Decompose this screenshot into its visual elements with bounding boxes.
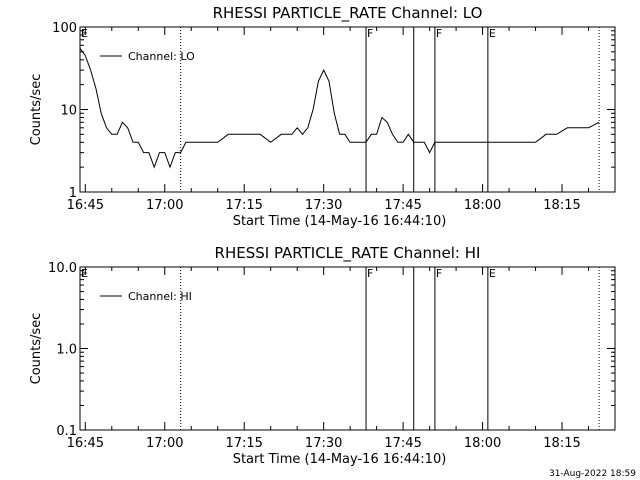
chart-title: RHESSI PARTICLE_RATE Channel: LO <box>213 4 483 23</box>
flag-marker-label: E <box>81 267 88 280</box>
x-axis-label: Start Time (14-May-16 16:44:10) <box>233 452 447 467</box>
flag-marker-label: E <box>489 27 496 40</box>
panel-lo: RHESSI PARTICLE_RATE Channel: LO 1 10 100 16… <box>29 4 616 229</box>
flag-marker-label: F <box>367 27 373 40</box>
y-axis-label: Counts/sec <box>29 313 44 385</box>
footer-date: 31-Aug-2022 18:59 <box>549 469 636 479</box>
x-tick-label: 17:45 <box>384 198 421 213</box>
x-tick-label: 18:15 <box>543 198 580 213</box>
chart-title: RHESSI PARTICLE_RATE Channel: HI <box>215 244 481 263</box>
flag-marker-label: E <box>81 27 88 40</box>
y-tick-label: 100 <box>52 21 77 36</box>
y-tick-label: 10 <box>60 104 77 119</box>
x-tick-label: 17:30 <box>305 436 342 451</box>
panel-hi: RHESSI PARTICLE_RATE Channel: HI 0.1 1.0 10… <box>29 244 616 467</box>
x-tick-label: 17:15 <box>225 436 262 451</box>
legend-label: Channel: HI <box>128 290 192 303</box>
x-tick-label: 18:00 <box>464 436 501 451</box>
x-tick-label: 17:00 <box>146 198 183 213</box>
y-tick-label: 10.0 <box>48 261 77 276</box>
x-axis-label: Start Time (14-May-16 16:44:10) <box>233 214 447 229</box>
y-tick-label: 1 <box>69 186 77 201</box>
y-tick-label: 0.1 <box>56 424 77 439</box>
x-tick-label: 17:00 <box>146 436 183 451</box>
x-tick-label: 17:45 <box>384 436 421 451</box>
x-tick-label: 17:30 <box>305 198 342 213</box>
y-tick-label: 1.0 <box>56 343 77 358</box>
flag-marker-label: F <box>367 267 373 280</box>
series-line <box>79 48 600 169</box>
x-tick-label: 16:45 <box>67 436 104 451</box>
flag-marker-label: E <box>489 267 496 280</box>
x-tick-label: 17:15 <box>225 198 262 213</box>
flag-marker-label: F <box>436 27 442 40</box>
flag-marker-label: F <box>436 267 442 280</box>
x-tick-label: 16:45 <box>67 198 104 213</box>
x-tick-label: 18:00 <box>464 198 501 213</box>
legend-label: Channel: LO <box>128 50 195 63</box>
y-axis-label: Counts/sec <box>29 74 44 146</box>
x-tick-label: 18:15 <box>543 436 580 451</box>
